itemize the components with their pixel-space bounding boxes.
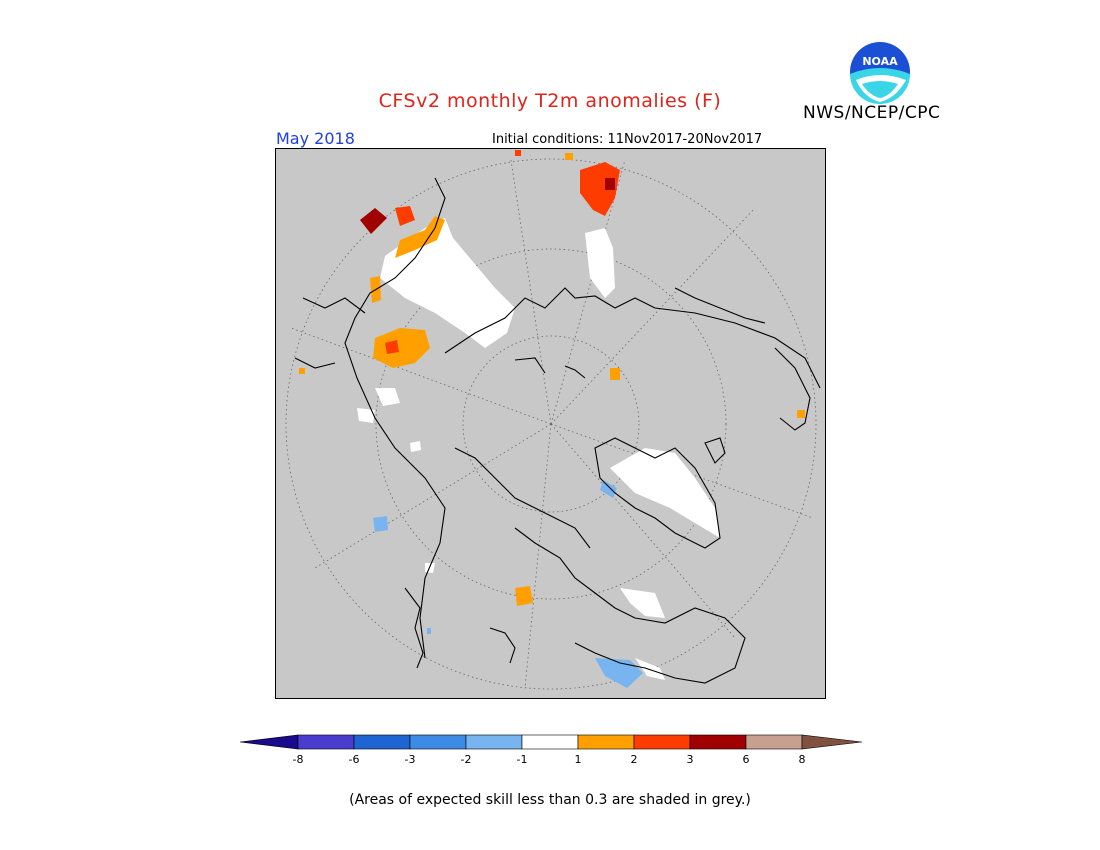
- noaa-logo: NOAA: [850, 42, 910, 104]
- colorbar-swatch: [297, 734, 355, 750]
- colorbar-swatch: [689, 734, 747, 750]
- colorbar-tick-label: -1: [517, 753, 528, 766]
- skill-note: (Areas of expected skill less than 0.3 a…: [349, 792, 751, 808]
- colorbar-swatch: [577, 734, 635, 750]
- colorbar-tick-label: 8: [799, 753, 806, 766]
- logo-text: NOAA: [862, 55, 898, 68]
- colorbar-tick-label: -8: [293, 753, 304, 766]
- colorbar-arrow-high: [801, 734, 863, 750]
- colorbar-swatch: [521, 734, 579, 750]
- colorbar-tick-label: -3: [405, 753, 416, 766]
- month-label: May 2018: [276, 129, 355, 148]
- initial-conditions-label: Initial conditions: 11Nov2017-20Nov2017: [492, 132, 763, 147]
- colorbar-tick-label: -6: [349, 753, 360, 766]
- colorbar-tick-label: 2: [631, 753, 638, 766]
- colorbar: -8 -6 -3 -2 -1 1 2 3 6 8: [239, 734, 863, 766]
- colorbar-tick-label: 6: [743, 753, 750, 766]
- coastlines: [294, 177, 821, 684]
- colorbar-tick-label: 1: [575, 753, 582, 766]
- colorbar-swatch: [409, 734, 467, 750]
- colorbar-swatch: [353, 734, 411, 750]
- graticule: [285, 158, 817, 690]
- org-label: NWS/NCEP/CPC: [803, 103, 941, 123]
- colorbar-swatch: [745, 734, 803, 750]
- anomaly-3-6: [360, 178, 615, 234]
- colorbar-arrow-low: [239, 734, 299, 750]
- polar-map: [275, 148, 826, 699]
- anomaly-2-3: [385, 150, 620, 354]
- colorbar-swatch: [633, 734, 691, 750]
- colorbar-tick-label: -2: [461, 753, 472, 766]
- colorbar-tick-label: 3: [687, 753, 694, 766]
- colorbar-swatch: [465, 734, 523, 750]
- map-title: CFSv2 monthly T2m anomalies (F): [378, 90, 722, 112]
